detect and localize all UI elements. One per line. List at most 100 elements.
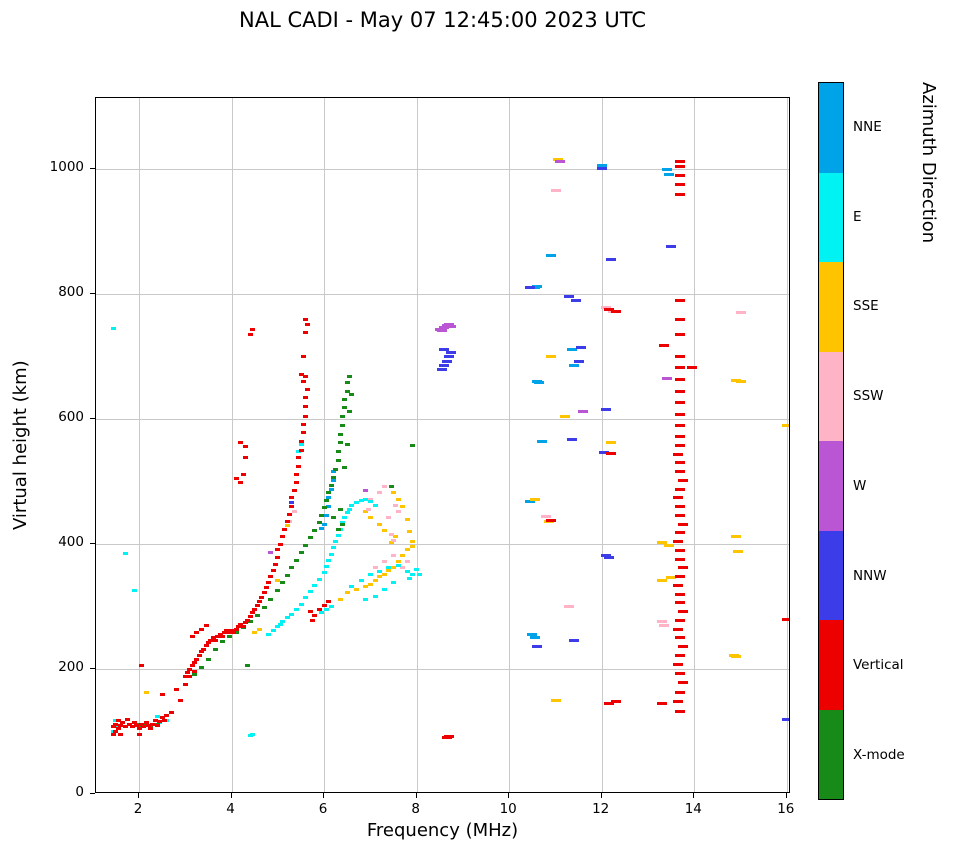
data-point-vertical [675,174,686,177]
data-point-w [439,326,450,330]
data-point-e [319,611,325,615]
data-point-vertical [182,675,188,678]
data-point-vertical [675,192,686,196]
data-point-vertical [284,520,290,524]
gridline-vertical [694,98,696,792]
data-point-e [328,605,334,609]
data-point-nnw [444,355,455,359]
data-point-vertical [317,608,322,612]
data-point-vertical [159,692,165,696]
data-point-sse [550,698,561,702]
data-point-sse [386,568,392,572]
data-point-vertical [127,722,133,726]
data-point-vertical [677,522,688,526]
data-point-vertical [675,690,686,694]
data-point-ssw [367,497,373,501]
data-point-vertical [675,164,686,168]
data-point-sse [409,539,415,543]
data-point-vertical [138,664,144,668]
data-point-ssw [377,491,383,495]
data-point-vertical [675,377,686,381]
gridline-vertical [324,98,326,792]
data-point-w [437,328,448,332]
gridline-vertical [416,98,418,792]
data-point-sse [381,528,387,532]
data-point-vertical [192,661,198,665]
x-tickmark [138,793,139,798]
data-point-ssw [400,566,406,570]
data-point-vertical [115,726,121,730]
data-point-vertical [125,717,130,721]
data-point-nne [534,381,545,385]
data-point-vertical [296,456,302,460]
data-point-xmode [330,476,336,480]
data-point-nnw [599,451,610,455]
data-point-xmode [337,508,343,512]
data-point-nnw [532,645,542,649]
data-point-vertical [194,658,200,662]
data-point-vertical [212,638,218,642]
data-point-vertical [249,327,255,331]
data-point-vertical [261,591,267,595]
data-point-xmode [340,522,346,526]
data-point-xmode [340,423,346,427]
data-point-vertical [203,623,209,627]
data-point-xmode [275,588,281,592]
data-point-sse [344,591,350,595]
data-point-vertical [675,461,686,465]
data-point-vertical [273,562,278,566]
data-point-e [347,507,353,511]
data-point-sse [388,541,394,545]
data-point-vertical [277,542,283,546]
data-point-xmode [261,606,267,610]
data-point-ssw [404,560,410,564]
data-point-vertical [675,366,686,370]
data-point-xmode [344,389,350,393]
data-point-vertical [199,627,204,631]
data-point-nnw [575,346,586,350]
data-point-vertical [118,723,123,727]
data-point-e [312,583,318,587]
data-point-e [404,570,410,574]
data-point-nnw [566,437,577,441]
data-point-sse [735,380,746,384]
data-point-xmode [326,491,332,495]
data-point-xmode [312,528,318,532]
data-point-nnw [441,360,452,364]
data-point-e [363,497,369,501]
y-tick-label: 1000 [49,159,84,176]
data-point-vertical [282,527,288,531]
data-point-vertical [201,647,207,651]
data-point-vertical [189,664,195,668]
data-point-nnw [439,347,450,351]
data-point-vertical [238,481,244,485]
data-point-vertical [289,505,295,509]
data-point-xmode [245,664,251,668]
x-axis-label: Frequency (MHz) [366,820,519,841]
data-point-xmode [212,647,218,651]
data-point-vertical [303,395,309,399]
data-point-xmode [342,406,348,410]
data-point-xmode [337,441,343,445]
data-point-sse [733,550,744,554]
data-point-nnw [573,360,584,364]
data-point-e [333,540,339,544]
data-point-sse [377,522,383,526]
x-tick-label: 4 [226,801,235,817]
data-point-sse [656,541,667,545]
x-tick-label: 12 [592,801,610,817]
data-point-vertical [303,375,309,379]
data-point-ssw [659,623,670,627]
data-point-w [444,322,455,326]
data-point-vertical [247,332,253,336]
data-point-e [323,608,329,612]
data-point-vertical [677,645,688,649]
data-point-e [131,589,137,593]
data-point-vertical [305,387,311,391]
y-tickmark [90,293,95,295]
data-point-vertical [675,592,686,596]
data-point-vertical [254,603,260,607]
data-point-e [344,511,350,515]
x-tickmark [415,793,417,798]
data-point-sse [400,505,406,509]
